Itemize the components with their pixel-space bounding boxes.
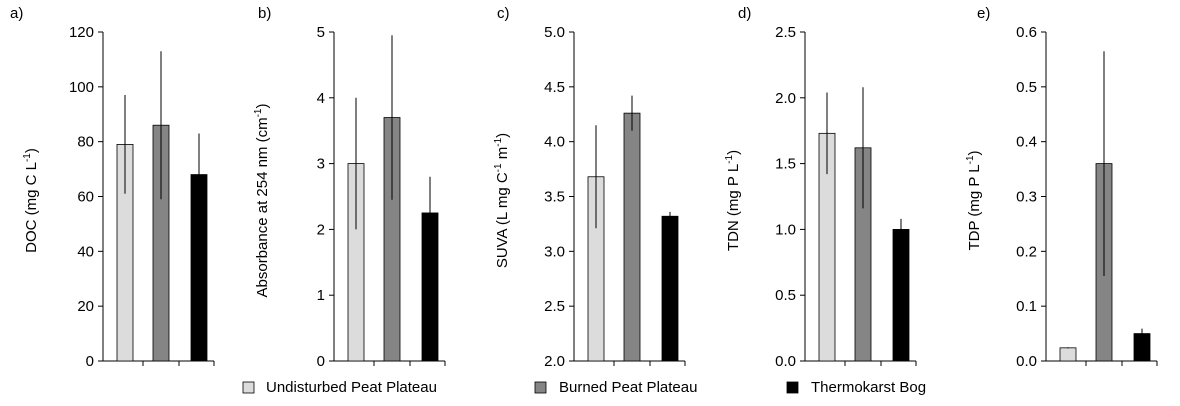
chart-panels: a) 0 20 40 60 80 100 120 DOC (mg C L-1) b) 0 1 2 3 4 5 A… — [10, 5, 1158, 370]
legend-item-3: Thermokarst Bog — [786, 379, 926, 396]
legend: Undisturbed Peat Plateau Burned Peat Plat… — [242, 379, 926, 396]
y-tick-label: 1.0 — [775, 221, 796, 238]
panel-label: e) — [977, 5, 990, 22]
y-tick-label: 5 — [317, 24, 325, 41]
y-tick-label: 0.5 — [1016, 79, 1037, 96]
y-tick-label: 0.4 — [1016, 134, 1037, 151]
y-tick-label: 1 — [317, 287, 325, 304]
y-axis-title: Absorbance at 254 nm (cm-1) — [253, 104, 271, 298]
y-tick-label: 0.3 — [1016, 189, 1037, 206]
bar-2 — [623, 112, 641, 362]
chart-panel-e: e) 0.0 0.1 0.2 0.3 0.4 0.5 0.6 TDP (mg P L-1) — [965, 5, 1158, 370]
y-tick-label: 2.5 — [544, 298, 565, 315]
legend-label: Undisturbed Peat Plateau — [266, 379, 437, 396]
y-tick-label: 0.1 — [1016, 298, 1037, 315]
legend-swatch — [534, 381, 547, 394]
panel-label: a) — [10, 5, 23, 22]
bar-3 — [661, 215, 679, 362]
legend-item-2: Burned Peat Plateau — [534, 379, 697, 396]
y-tick-label: 100 — [69, 79, 94, 96]
panel-label: d) — [738, 5, 751, 22]
y-tick-label: 0.0 — [775, 353, 796, 370]
y-axis-title: TDN (mg P L-1) — [724, 150, 742, 251]
y-tick-label: 3.0 — [544, 243, 565, 260]
y-tick-label: 20 — [77, 298, 94, 315]
y-tick-label: 5.0 — [544, 24, 565, 41]
y-axis-title: SUVA (L mg C-1 m-1) — [493, 133, 511, 268]
y-tick-label: 3.5 — [544, 189, 565, 206]
legend-label: Thermokarst Bog — [811, 379, 926, 396]
y-tick-label: 0.6 — [1016, 24, 1037, 41]
y-tick-label: 2.0 — [544, 353, 565, 370]
y-tick-label: 4.0 — [544, 134, 565, 151]
y-tick-label: 60 — [77, 189, 94, 206]
y-tick-label: 120 — [69, 24, 94, 41]
bar-1 — [1059, 347, 1077, 362]
y-tick-label: 3 — [317, 156, 325, 173]
y-axis-title: TDP (mg P L-1) — [965, 150, 983, 250]
chart-panel-c: c) 2.0 2.5 3.0 3.5 4.0 4.5 5.0 SUVA (L mg C-1 m-… — [493, 5, 686, 370]
y-tick-label: 2 — [317, 221, 325, 238]
chart-panel-d: d) 0.0 0.5 1.0 1.5 2.0 2.5 TDN (mg P L-1) — [724, 5, 917, 370]
panel-label: c) — [497, 5, 510, 22]
chart-panel-b: b) 0 1 2 3 4 5 Absorbance at 254 nm (cm-1) — [253, 5, 446, 370]
y-tick-label: 2.0 — [775, 90, 796, 107]
legend-swatch — [786, 381, 799, 394]
panel-label: b) — [258, 5, 271, 22]
bar-3 — [892, 228, 910, 362]
legend-label: Burned Peat Plateau — [559, 379, 697, 396]
y-tick-label: 0.2 — [1016, 243, 1037, 260]
y-tick-label: 4 — [317, 90, 325, 107]
y-tick-label: 40 — [77, 243, 94, 260]
y-axis-title: DOC (mg C L-1) — [22, 148, 40, 253]
legend-swatch — [242, 381, 255, 394]
y-tick-label: 0.0 — [1016, 353, 1037, 370]
y-tick-label: 80 — [77, 134, 94, 151]
y-tick-label: 0.5 — [775, 287, 796, 304]
chart-panel-a: a) 0 20 40 60 80 100 120 DOC (mg C L-1) — [10, 5, 215, 370]
y-tick-label: 0 — [86, 353, 94, 370]
y-tick-label: 2.5 — [775, 24, 796, 41]
y-tick-label: 1.5 — [775, 156, 796, 173]
legend-item-1: Undisturbed Peat Plateau — [242, 379, 437, 396]
y-tick-label: 0 — [317, 353, 325, 370]
y-tick-label: 4.5 — [544, 79, 565, 96]
